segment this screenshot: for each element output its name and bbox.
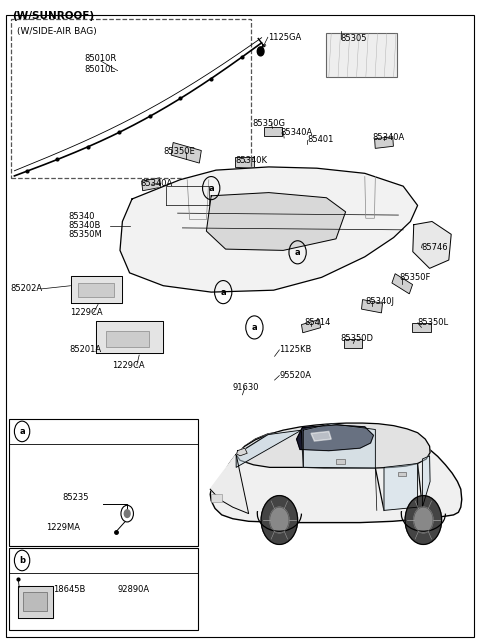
Polygon shape xyxy=(236,423,430,468)
Bar xyxy=(326,33,397,77)
Polygon shape xyxy=(422,456,430,507)
Bar xyxy=(374,137,394,148)
Text: 85340A: 85340A xyxy=(141,179,173,188)
Bar xyxy=(11,19,251,178)
Polygon shape xyxy=(384,464,418,510)
Polygon shape xyxy=(413,221,451,268)
Text: 1229CA: 1229CA xyxy=(112,361,144,370)
Text: 85202A: 85202A xyxy=(11,284,43,293)
Polygon shape xyxy=(120,167,418,292)
Bar xyxy=(235,157,254,167)
Text: 1125KB: 1125KB xyxy=(279,345,312,354)
Text: 85340B: 85340B xyxy=(68,221,100,230)
Circle shape xyxy=(124,510,130,517)
Polygon shape xyxy=(18,586,53,618)
Bar xyxy=(301,320,321,333)
Bar xyxy=(106,331,149,347)
Text: b: b xyxy=(19,556,25,565)
Text: 85340A: 85340A xyxy=(372,133,404,142)
Text: 91630: 91630 xyxy=(232,383,259,392)
Bar xyxy=(392,273,413,294)
Bar xyxy=(264,127,282,136)
Text: 85350D: 85350D xyxy=(341,334,374,343)
Text: 85340: 85340 xyxy=(68,213,95,221)
Text: 85340A: 85340A xyxy=(281,128,313,137)
Text: 85414: 85414 xyxy=(305,318,331,327)
Polygon shape xyxy=(236,430,301,467)
Text: a: a xyxy=(19,427,25,436)
Bar xyxy=(398,472,406,476)
Polygon shape xyxy=(206,193,346,250)
Circle shape xyxy=(270,507,289,533)
Polygon shape xyxy=(71,276,122,303)
Text: 85350G: 85350G xyxy=(252,119,285,128)
Bar xyxy=(9,548,198,630)
Circle shape xyxy=(261,496,298,544)
Text: 85340J: 85340J xyxy=(366,297,395,306)
Text: 1229CA: 1229CA xyxy=(70,308,102,317)
Text: 85350L: 85350L xyxy=(418,318,449,327)
Text: 85201A: 85201A xyxy=(70,345,102,354)
Text: a: a xyxy=(252,323,257,332)
Polygon shape xyxy=(237,448,247,456)
Text: (W/SIDE-AIR BAG): (W/SIDE-AIR BAG) xyxy=(17,27,96,36)
Polygon shape xyxy=(303,424,375,468)
Text: 1125GA: 1125GA xyxy=(268,33,301,42)
Bar xyxy=(361,300,383,313)
Text: (W/SUNROOF): (W/SUNROOF) xyxy=(12,11,94,21)
Bar xyxy=(23,592,47,611)
Polygon shape xyxy=(311,431,331,441)
Polygon shape xyxy=(210,455,249,514)
Bar xyxy=(344,339,362,348)
Text: 85350E: 85350E xyxy=(163,147,195,156)
Circle shape xyxy=(257,47,264,56)
Text: 85235: 85235 xyxy=(62,493,89,502)
Polygon shape xyxy=(297,425,373,451)
Text: 18645B: 18645B xyxy=(53,585,85,594)
Text: a: a xyxy=(220,288,226,297)
Bar xyxy=(336,459,345,464)
Text: 85010R
85010L: 85010R 85010L xyxy=(84,55,116,74)
Text: a: a xyxy=(208,184,214,193)
Text: 85340K: 85340K xyxy=(235,156,267,165)
Text: a: a xyxy=(295,248,300,257)
Circle shape xyxy=(405,496,442,544)
Bar xyxy=(171,143,201,163)
Text: 85350F: 85350F xyxy=(399,273,431,282)
Circle shape xyxy=(414,507,433,533)
Text: 85350M: 85350M xyxy=(68,230,102,239)
Bar xyxy=(142,178,161,191)
Text: 95520A: 95520A xyxy=(279,371,312,380)
Text: 85305: 85305 xyxy=(341,34,367,43)
Text: 1229MA: 1229MA xyxy=(46,523,80,532)
Polygon shape xyxy=(210,428,462,523)
Bar xyxy=(78,283,114,297)
Bar xyxy=(9,419,198,546)
Bar xyxy=(412,323,431,332)
Text: 92890A: 92890A xyxy=(118,585,150,594)
Text: 85746: 85746 xyxy=(421,243,448,252)
Bar xyxy=(211,494,222,502)
Polygon shape xyxy=(96,321,163,353)
Text: 85401: 85401 xyxy=(307,135,334,144)
